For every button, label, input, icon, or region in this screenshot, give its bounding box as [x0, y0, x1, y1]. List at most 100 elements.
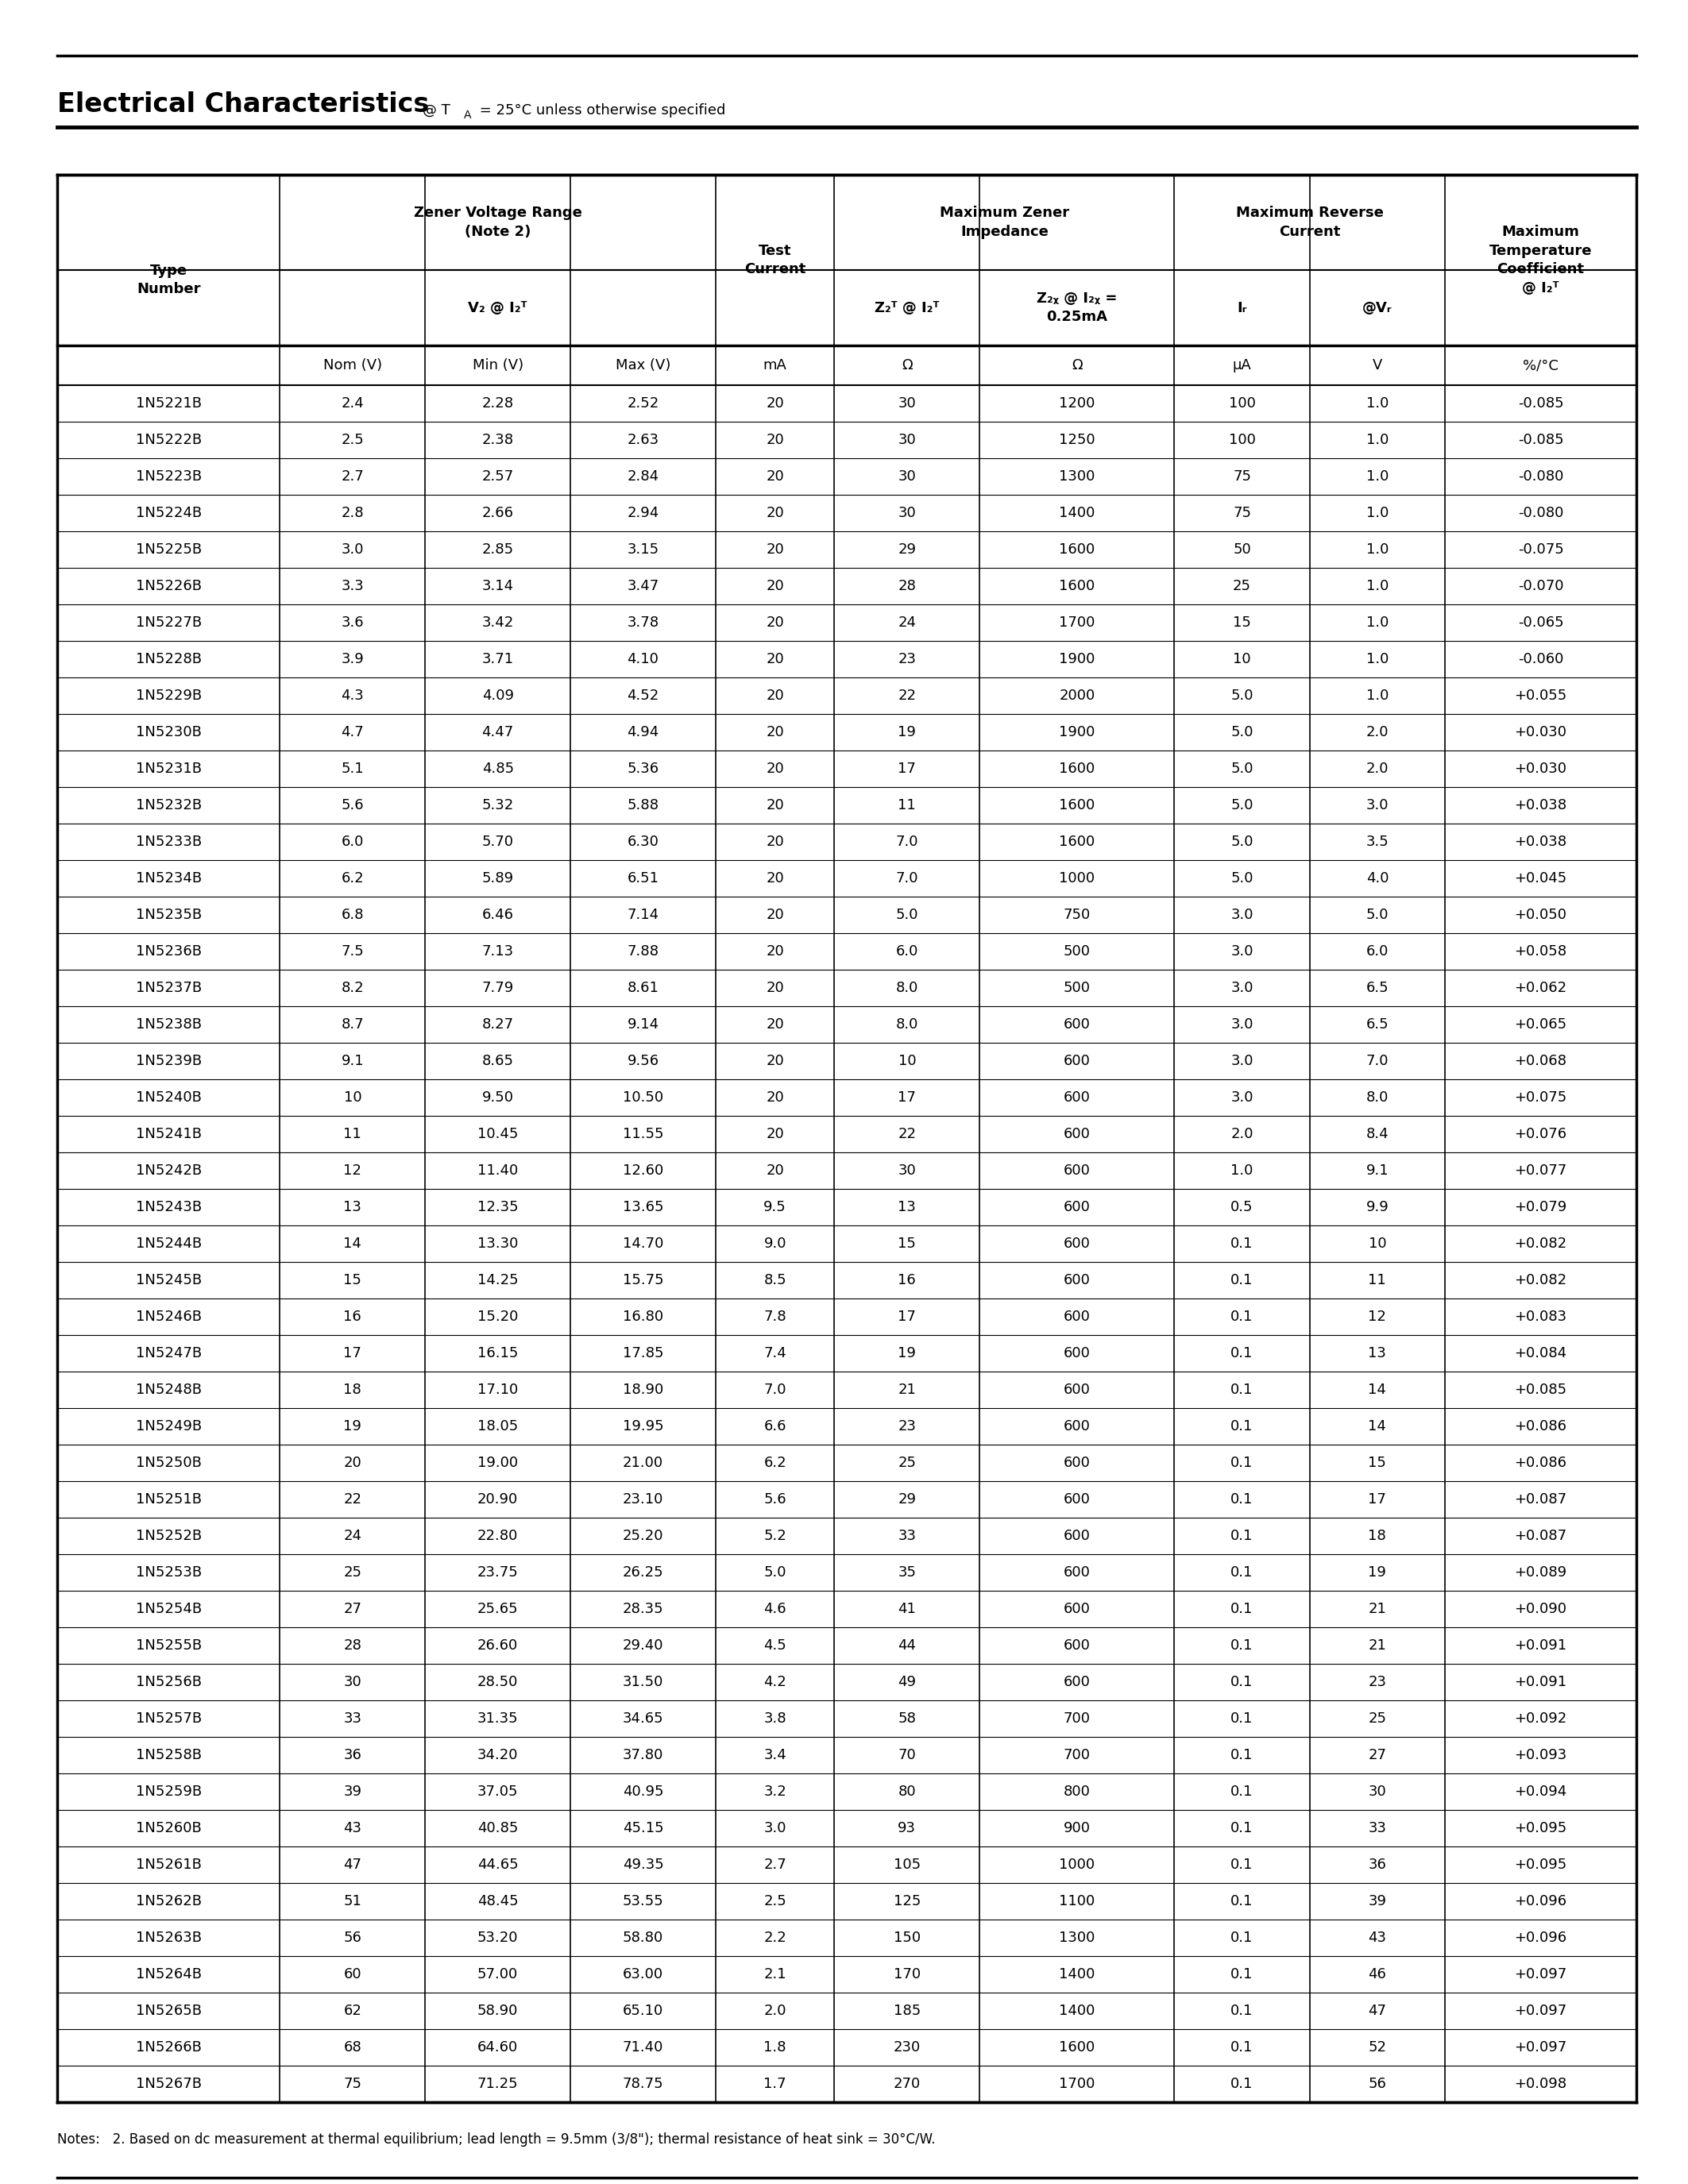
Text: 11.55: 11.55 — [623, 1127, 663, 1142]
Text: 700: 700 — [1063, 1712, 1090, 1725]
Text: 58: 58 — [898, 1712, 917, 1725]
Text: +0.090: +0.090 — [1514, 1601, 1566, 1616]
Text: 0.1: 0.1 — [1231, 1310, 1252, 1324]
Text: 14: 14 — [1369, 1382, 1386, 1398]
Text: 3.47: 3.47 — [626, 579, 658, 594]
Text: 1900: 1900 — [1058, 653, 1096, 666]
Text: 20: 20 — [766, 1018, 783, 1031]
Text: 8.7: 8.7 — [341, 1018, 365, 1031]
Text: 2.57: 2.57 — [481, 470, 513, 483]
Text: 8.2: 8.2 — [341, 981, 365, 996]
Text: 23.75: 23.75 — [478, 1566, 518, 1579]
Text: 15: 15 — [343, 1273, 361, 1286]
Text: +0.096: +0.096 — [1514, 1931, 1566, 1946]
Text: 19: 19 — [343, 1420, 361, 1433]
Text: 0.1: 0.1 — [1231, 1236, 1252, 1251]
Text: 1400: 1400 — [1058, 1968, 1096, 1981]
Text: 4.10: 4.10 — [628, 653, 658, 666]
Text: 1N5226B: 1N5226B — [135, 579, 201, 594]
Text: 1.0: 1.0 — [1366, 470, 1389, 483]
Text: 7.0: 7.0 — [763, 1382, 787, 1398]
Text: 51: 51 — [343, 1894, 361, 1909]
Text: 600: 600 — [1063, 1236, 1090, 1251]
Text: 31.50: 31.50 — [623, 1675, 663, 1688]
Text: 16: 16 — [898, 1273, 917, 1286]
Text: 48.45: 48.45 — [478, 1894, 518, 1909]
Text: 600: 600 — [1063, 1310, 1090, 1324]
Text: 3.14: 3.14 — [481, 579, 513, 594]
Text: 1N5235B: 1N5235B — [135, 909, 201, 922]
Text: 9.9: 9.9 — [1366, 1199, 1389, 1214]
Text: 71.25: 71.25 — [478, 2077, 518, 2090]
Text: 20: 20 — [766, 507, 783, 520]
Text: 11.40: 11.40 — [478, 1164, 518, 1177]
Text: 10: 10 — [1369, 1236, 1386, 1251]
Text: 0.1: 0.1 — [1231, 1747, 1252, 1762]
Text: 1.0: 1.0 — [1231, 1164, 1252, 1177]
Text: 5.36: 5.36 — [626, 762, 658, 775]
Text: 20: 20 — [766, 834, 783, 850]
Text: 22: 22 — [898, 688, 917, 703]
Text: 7.0: 7.0 — [1366, 1055, 1389, 1068]
Text: 21.00: 21.00 — [623, 1457, 663, 1470]
Text: 6.46: 6.46 — [481, 909, 513, 922]
Text: 40.85: 40.85 — [478, 1821, 518, 1835]
Text: -0.075: -0.075 — [1518, 542, 1563, 557]
Text: 30: 30 — [344, 1675, 361, 1688]
Text: 2.1: 2.1 — [763, 1968, 787, 1981]
Text: 0.1: 0.1 — [1231, 1457, 1252, 1470]
Text: 4.7: 4.7 — [341, 725, 365, 740]
Text: 26.60: 26.60 — [478, 1638, 518, 1653]
Text: 3.71: 3.71 — [481, 653, 513, 666]
Text: 5.6: 5.6 — [763, 1492, 787, 1507]
Text: 4.5: 4.5 — [763, 1638, 787, 1653]
Text: 11: 11 — [344, 1127, 361, 1142]
Text: 0.1: 0.1 — [1231, 1420, 1252, 1433]
Text: 20: 20 — [344, 1457, 361, 1470]
Text: 20: 20 — [766, 470, 783, 483]
Text: 5.0: 5.0 — [1231, 834, 1252, 850]
Text: 0.1: 0.1 — [1231, 1273, 1252, 1286]
Text: +0.097: +0.097 — [1514, 1968, 1566, 1981]
Text: 0.5: 0.5 — [1231, 1199, 1252, 1214]
Text: 13.65: 13.65 — [623, 1199, 663, 1214]
Text: 58.90: 58.90 — [478, 2003, 518, 2018]
Text: 3.15: 3.15 — [626, 542, 658, 557]
Text: 9.1: 9.1 — [341, 1055, 365, 1068]
Text: 30: 30 — [898, 1164, 917, 1177]
Text: Z₂ᵀ @ I₂ᵀ: Z₂ᵀ @ I₂ᵀ — [874, 301, 939, 314]
Text: 3.0: 3.0 — [1231, 981, 1252, 996]
Text: 900: 900 — [1063, 1821, 1090, 1835]
Text: 9.0: 9.0 — [763, 1236, 787, 1251]
Text: 7.14: 7.14 — [626, 909, 658, 922]
Text: 12.60: 12.60 — [623, 1164, 663, 1177]
Text: 43: 43 — [1369, 1931, 1386, 1946]
Text: 3.0: 3.0 — [1231, 1055, 1252, 1068]
Text: 24: 24 — [898, 616, 917, 629]
Text: 15.20: 15.20 — [478, 1310, 518, 1324]
Text: 30: 30 — [898, 507, 917, 520]
Text: 2000: 2000 — [1058, 688, 1096, 703]
Text: 1300: 1300 — [1058, 1931, 1096, 1946]
Text: 11: 11 — [898, 797, 917, 812]
Text: 100: 100 — [1229, 432, 1256, 448]
Text: 1000: 1000 — [1058, 871, 1096, 885]
Text: 18.05: 18.05 — [478, 1420, 518, 1433]
Text: 17: 17 — [1369, 1492, 1386, 1507]
Text: 4.47: 4.47 — [481, 725, 513, 740]
Text: 14.25: 14.25 — [478, 1273, 518, 1286]
Text: 56: 56 — [343, 1931, 361, 1946]
Text: 4.09: 4.09 — [481, 688, 513, 703]
Text: 1N5240B: 1N5240B — [135, 1090, 201, 1105]
Text: 1N5253B: 1N5253B — [135, 1566, 201, 1579]
Text: 600: 600 — [1063, 1199, 1090, 1214]
Text: 17: 17 — [343, 1345, 361, 1361]
Text: 3.2: 3.2 — [763, 1784, 787, 1800]
Text: +0.075: +0.075 — [1514, 1090, 1566, 1105]
Text: 41: 41 — [898, 1601, 917, 1616]
Text: 600: 600 — [1063, 1382, 1090, 1398]
Text: 1N5255B: 1N5255B — [135, 1638, 201, 1653]
Text: 9.14: 9.14 — [626, 1018, 658, 1031]
Text: 5.88: 5.88 — [628, 797, 658, 812]
Text: Iᵣ: Iᵣ — [1237, 301, 1247, 314]
